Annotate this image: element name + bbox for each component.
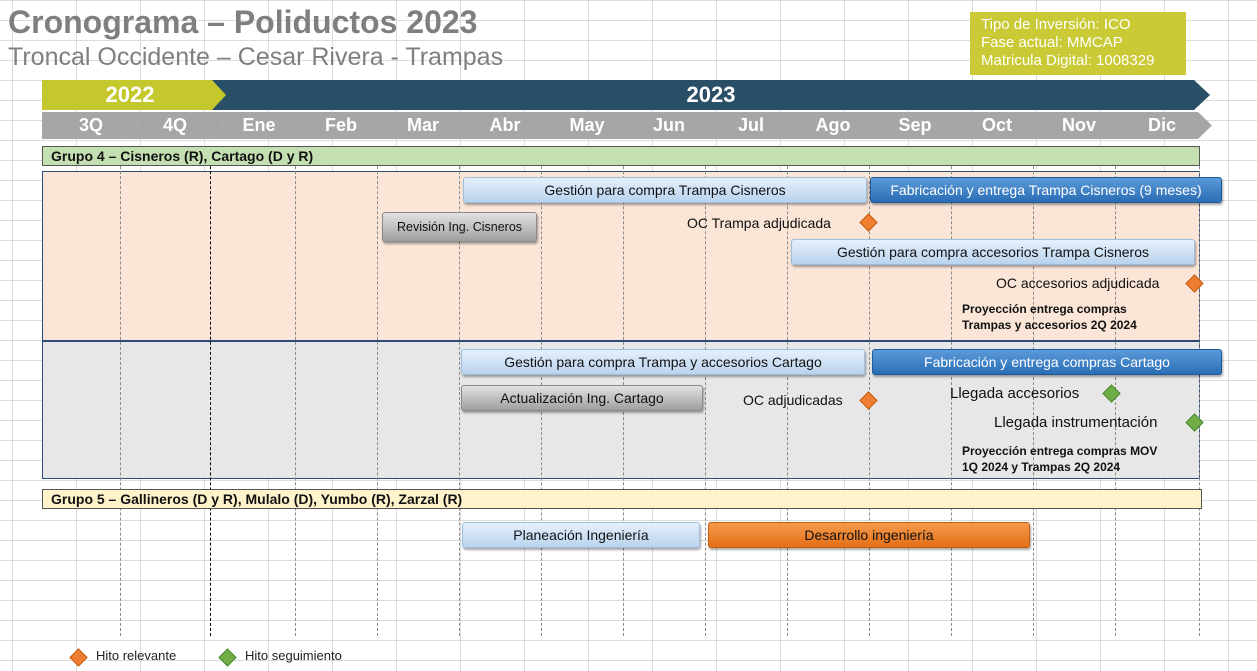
info-box: Tipo de Inversión: ICO Fase actual: MMCA… (970, 12, 1186, 75)
bar-fabricacion-cartago[interactable]: Fabricación y entrega compras Cartago (872, 349, 1222, 375)
bar-fabricacion-trampa-cisneros[interactable]: Fabricación y entrega Trampa Cisneros (9… (870, 177, 1222, 203)
projection-cartago: Proyección entrega compras MOV 1Q 2024 y… (962, 443, 1157, 475)
gridline-year-boundary (210, 146, 211, 636)
label-oc-adjudicadas: OC adjudicadas (743, 392, 843, 408)
info-current-phase: Fase actual: MMCAP (981, 34, 1123, 51)
bar-gestion-accesorios-cisneros[interactable]: Gestión para compra accesorios Trampa Ci… (791, 239, 1195, 265)
projection-cartago-line1: Proyección entrega compras MOV (962, 444, 1158, 458)
label-oc-trampa: OC Trampa adjudicada (687, 215, 831, 231)
legend-tracking-label: Hito seguimiento (245, 648, 342, 663)
month-jun: Jun (620, 112, 718, 139)
page-title: Cronograma – Poliductos 2023 (8, 4, 478, 40)
info-digital-registration: Matricula Digital: 1008329 (981, 52, 1155, 69)
month-abr: Abr (456, 112, 554, 139)
gridline-oct (951, 146, 952, 636)
month-mar: Mar (374, 112, 472, 139)
bar-gestion-cartago[interactable]: Gestión para compra Trampa y accesorios … (461, 349, 865, 375)
period-3q: 3Q (42, 112, 140, 139)
projection-cartago-line2: 1Q 2024 y Trampas 2Q 2024 (962, 460, 1121, 474)
period-4q: 4Q (126, 112, 224, 139)
gridline-sep (869, 146, 870, 636)
month-feb: Feb (292, 112, 390, 139)
bar-actualizacion-cartago[interactable]: Actualización Ing. Cartago (461, 385, 703, 411)
bar-gestion-trampa-cisneros[interactable]: Gestión para compra Trampa Cisneros (463, 177, 867, 203)
gridline-feb (295, 146, 296, 636)
info-investment-type: Tipo de Inversión: ICO (981, 16, 1131, 33)
month-jul: Jul (702, 112, 800, 139)
projection-cisneros-line1: Proyección entrega compras (962, 302, 1127, 316)
month-ene: Ene (210, 112, 308, 139)
gridline-end (1199, 146, 1200, 636)
gridline-jul (705, 146, 706, 636)
label-llegada-accesorios: Llegada accesorios (950, 385, 1080, 402)
projection-cisneros-line2: Trampas y accesorios 2Q 2024 (962, 318, 1137, 332)
year-2023-arrow: 2023 (212, 80, 1210, 110)
page-subtitle: Troncal Occidente – Cesar Rivera - Tramp… (8, 43, 504, 71)
projection-cisneros: Proyección entrega compras Trampas y acc… (962, 301, 1137, 333)
gridline-ago (787, 146, 788, 636)
group-4-header: Grupo 4 – Cisneros (R), Cartago (D y R) (42, 146, 1200, 166)
legend-relevant-label: Hito relevante (96, 648, 177, 663)
label-oc-accesorios: OC accesorios adjudicada (996, 275, 1160, 291)
label-llegada-instrumentacion: Llegada instrumentación (994, 414, 1158, 431)
month-nov: Nov (1030, 112, 1128, 139)
month-sep: Sep (866, 112, 964, 139)
gridline-3q (120, 146, 121, 636)
month-ago: Ago (784, 112, 882, 139)
bar-planeacion-ingenieria[interactable]: Planeación Ingeniería (462, 522, 700, 548)
month-oct: Oct (948, 112, 1046, 139)
month-dic: Dic (1112, 112, 1212, 139)
group-5-header: Grupo 5 – Gallineros (D y R), Mulalo (D)… (42, 489, 1202, 509)
bar-desarrollo-ingenieria[interactable]: Desarrollo ingeniería (708, 522, 1030, 548)
gridline-abr (459, 146, 460, 636)
gridline-nov (1033, 146, 1034, 636)
gridline-mar (377, 146, 378, 636)
bar-revision-ing-cisneros[interactable]: Revisión Ing. Cisneros (382, 212, 537, 242)
year-2022-arrow: 2022 (42, 80, 226, 110)
month-may: May (538, 112, 636, 139)
